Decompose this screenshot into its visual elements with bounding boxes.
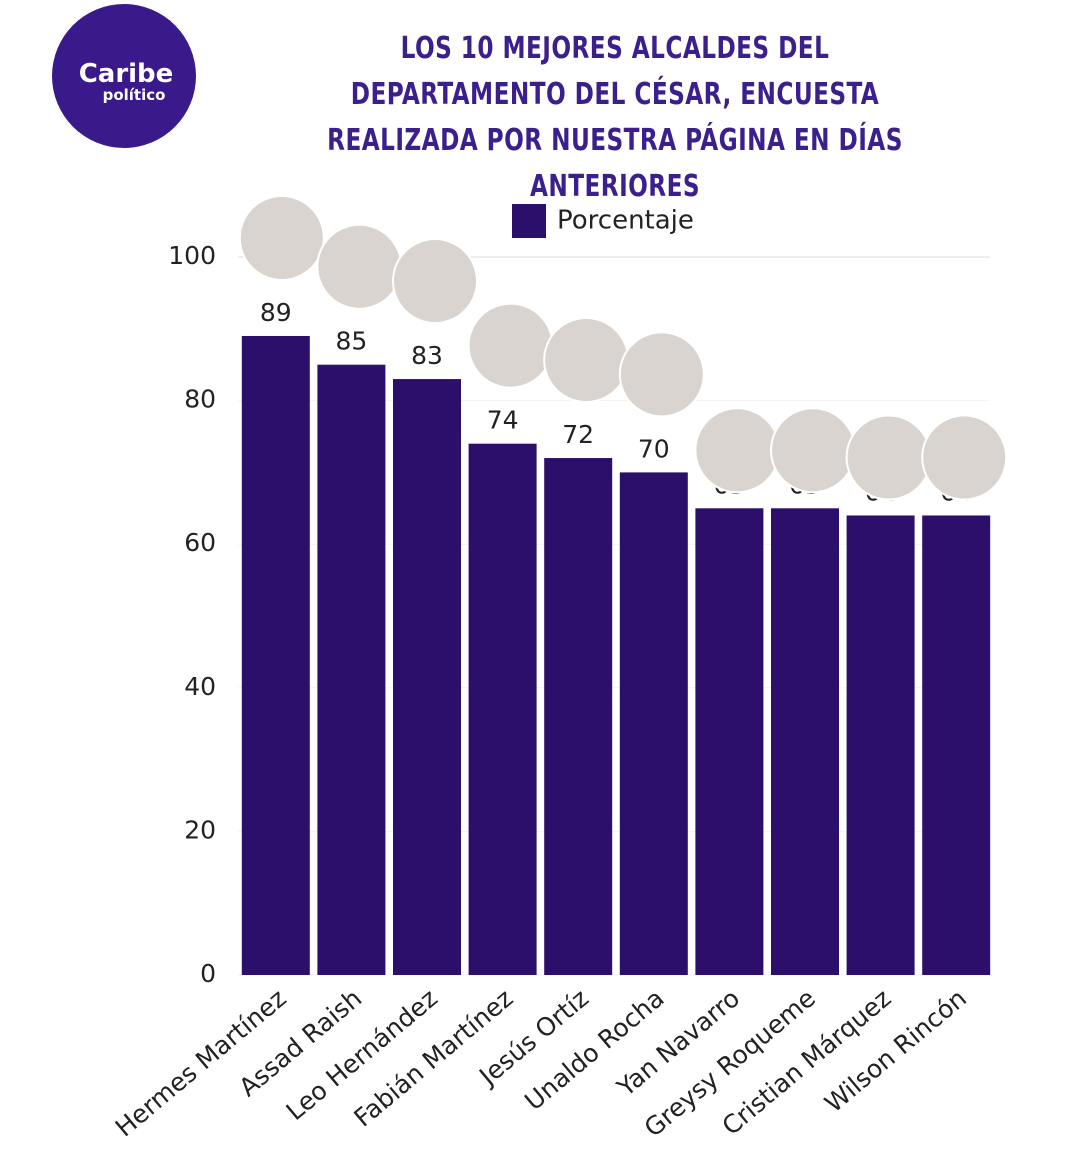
y-tick-label: 40 [184, 672, 216, 701]
logo-text: Caribe [79, 59, 174, 89]
bar [468, 443, 537, 975]
photo [618, 331, 705, 418]
y-tick-label: 0 [200, 959, 216, 988]
bar [544, 458, 613, 975]
legend-swatch [512, 204, 546, 238]
y-tick-label: 80 [184, 385, 216, 414]
value-label: 85 [335, 327, 367, 356]
bar [619, 472, 688, 975]
y-tick-label: 20 [184, 815, 216, 844]
y-tick-label: 60 [184, 528, 216, 557]
bar [846, 515, 915, 975]
value-label: 83 [411, 341, 443, 370]
logo-badge [52, 4, 196, 148]
y-tick-label: 100 [168, 241, 216, 270]
photo [770, 407, 856, 494]
photo [921, 414, 1008, 501]
chart-title: LOS 10 MEJORES ALCALDES DEL DEPARTAMENTO… [327, 31, 903, 204]
bar [695, 508, 764, 975]
photo [543, 317, 630, 404]
bar [241, 335, 310, 976]
photo [316, 223, 403, 310]
logo-subtext: político [103, 86, 166, 104]
photo [467, 302, 554, 389]
bar [771, 508, 839, 975]
bar [317, 364, 386, 975]
photo [392, 238, 478, 325]
value-label: 89 [260, 298, 292, 327]
bar [393, 379, 461, 975]
value-label: 74 [487, 406, 519, 435]
value-label: 70 [638, 434, 670, 463]
photo [845, 414, 932, 501]
value-label: 72 [562, 420, 594, 449]
bar [922, 515, 991, 975]
legend-label: Porcentaje [557, 206, 694, 236]
photo [238, 194, 325, 281]
photo [694, 407, 781, 494]
